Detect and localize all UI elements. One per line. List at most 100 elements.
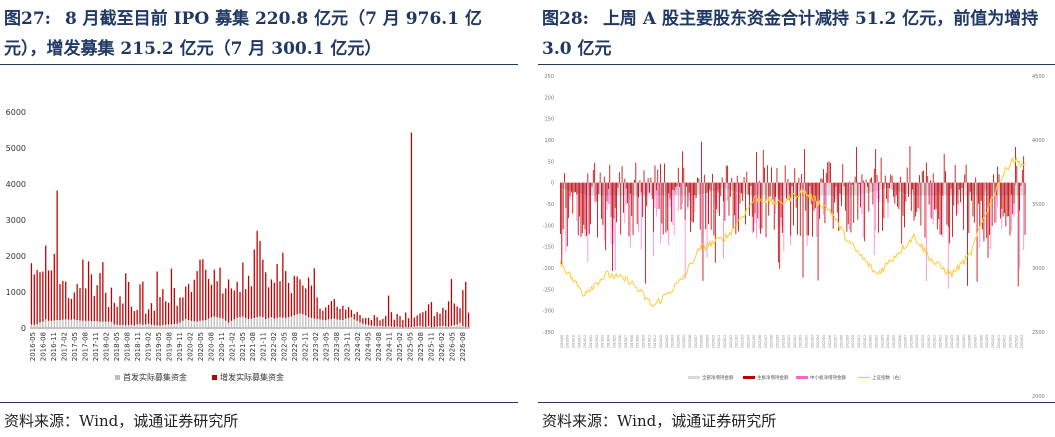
bar-seo	[439, 313, 441, 327]
bar-main-board	[820, 178, 822, 183]
bar-main-board	[702, 182, 704, 281]
bar-ipo	[87, 320, 90, 328]
bar-main-board	[823, 169, 824, 183]
bar-main-board	[802, 182, 804, 278]
bar-main-board	[830, 163, 831, 183]
x-tick-label: 2021/09	[775, 335, 779, 348]
bar-main-board	[868, 182, 870, 212]
x-tick-label: 2024/06	[968, 335, 972, 348]
bar-ipo	[259, 316, 261, 328]
bar-main-board	[753, 182, 755, 232]
bar-main-board	[1013, 182, 1015, 204]
bar-main-board	[714, 182, 716, 263]
bar-main-board	[773, 182, 775, 230]
bar-main-board	[718, 182, 720, 217]
x-tick-label: 2020/05	[682, 335, 686, 348]
bar-main-board	[965, 164, 967, 183]
bar-ipo	[202, 320, 204, 328]
bar-ipo	[265, 319, 267, 328]
bar-main-board	[620, 182, 622, 235]
bar-seo	[93, 295, 95, 322]
x-tick-label: 2019/05	[612, 335, 616, 348]
x-tick-label: 2024-02	[354, 332, 362, 361]
x-tick-label: 2019/06	[618, 335, 622, 348]
bar-main-board	[745, 182, 746, 225]
bar-seo	[30, 263, 33, 325]
bar-ipo	[416, 326, 418, 328]
x-tick-label: 2023/11	[927, 335, 931, 348]
x-tick-label: 2022/11	[857, 335, 861, 348]
bar-main-board	[657, 169, 659, 183]
bar-ipo	[247, 319, 250, 328]
bar-seo	[379, 320, 381, 326]
bar-ipo	[99, 321, 101, 328]
bar-main-board	[858, 182, 860, 185]
x-tick-label: 2023/04	[886, 335, 890, 348]
bar-sme	[816, 182, 818, 237]
bar-sme	[587, 182, 589, 263]
bar-total	[906, 182, 909, 195]
bar-main-board	[784, 165, 786, 183]
bar-main-board	[873, 168, 875, 183]
legend-swatch-seo	[212, 375, 217, 380]
x-tick-label: 2024/12	[1003, 335, 1007, 348]
bar-seo	[362, 318, 364, 324]
bar-main-board	[665, 182, 667, 233]
bar-main-board	[658, 182, 660, 209]
bar-sme	[1019, 182, 1020, 268]
bar-main-board	[994, 182, 996, 223]
bar-main-board	[964, 174, 966, 183]
bar-seo	[107, 307, 110, 322]
bar-ipo	[170, 324, 173, 328]
x-tick-label: 2020/02	[665, 335, 669, 348]
bar-main-board	[914, 182, 916, 217]
bar-ipo	[182, 320, 184, 328]
bar-seo	[50, 270, 53, 321]
bar-total	[650, 182, 652, 196]
series-line-index	[559, 156, 1027, 307]
bar-seo	[373, 315, 375, 326]
bar-ipo	[50, 320, 53, 328]
legend-swatch	[796, 376, 808, 379]
bar-main-board	[697, 177, 698, 183]
y2-tick-label: 3000	[1032, 266, 1045, 272]
x-tick-label: 2022-05	[281, 332, 289, 361]
bar-sme	[655, 182, 657, 217]
x-tick-label: 2022/08	[840, 335, 844, 348]
bar-total	[880, 182, 883, 190]
bar-main-board	[590, 182, 591, 225]
bar-seo	[219, 267, 221, 318]
bar-ipo	[142, 324, 144, 328]
bar-ipo	[422, 326, 424, 328]
bar-main-board	[1015, 146, 1016, 183]
legend-label: 中小板净增持金额	[810, 374, 846, 381]
bar-ipo	[122, 325, 124, 328]
bar-ipo	[330, 319, 333, 328]
bar-main-board	[1019, 182, 1020, 211]
bar-main-board	[764, 167, 766, 183]
bar-main-board	[562, 182, 564, 230]
bar-main-board	[607, 182, 609, 189]
legend-label: 全部净增持金额	[702, 374, 734, 381]
bar-total	[703, 182, 706, 194]
bar-main-board	[986, 182, 988, 238]
bar-main-board	[854, 176, 856, 183]
bar-main-board	[932, 173, 934, 183]
bar-main-board	[708, 182, 709, 225]
y-tick-label: -250	[543, 287, 554, 293]
bar-ipo	[442, 325, 444, 328]
x-tick-label: 2017-08	[82, 332, 90, 361]
figure-27-panel: 图27: 8 月截至目前 IPO 募集 220.8 亿元（7 月 976.1 亿元…	[0, 0, 518, 437]
bar-main-board	[746, 171, 748, 183]
bar-main-board	[755, 152, 757, 183]
bar-seo	[390, 312, 393, 327]
x-tick-label: 2020/07	[694, 335, 698, 348]
bar-main-board	[905, 182, 907, 202]
bar-ipo	[427, 325, 430, 328]
x-tick-label: 2020/06	[688, 335, 692, 348]
bar-seo	[382, 319, 384, 327]
bar-sme	[823, 182, 824, 215]
bar-main-board	[925, 162, 927, 183]
bar-main-board	[612, 182, 613, 272]
bar-main-board	[675, 182, 676, 188]
